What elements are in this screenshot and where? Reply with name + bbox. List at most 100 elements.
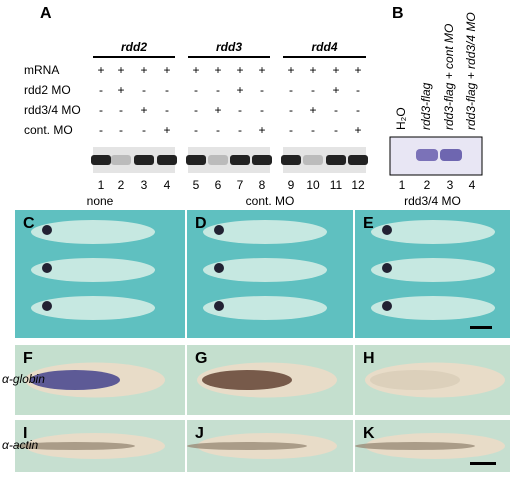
sign: - [289, 103, 293, 117]
embryo-stain [30, 370, 120, 390]
sample-label: rdd3-flag + cont MO [442, 24, 456, 130]
sign: + [309, 63, 316, 77]
sign: - [142, 123, 146, 137]
lane-number: 10 [306, 178, 320, 192]
sign: + [332, 63, 339, 77]
embryo [31, 220, 155, 244]
band [134, 155, 154, 165]
row-label: mRNA [24, 63, 59, 77]
sign: - [260, 83, 264, 97]
sample-label: rdd3-flag [419, 82, 433, 130]
sign: - [356, 103, 360, 117]
panel-letter: C [23, 215, 35, 232]
panel-letter: I [23, 425, 27, 442]
panel-letter: F [23, 350, 33, 367]
sign: - [99, 103, 103, 117]
sign: + [117, 83, 124, 97]
panel-letter: E [363, 215, 374, 232]
lane-number: 8 [259, 178, 266, 192]
sign: - [194, 123, 198, 137]
sign: + [236, 63, 243, 77]
sign: + [140, 103, 147, 117]
group-label: rdd2 [121, 40, 147, 54]
sign: - [194, 103, 198, 117]
row-label: α-actin [2, 438, 39, 452]
embryo [31, 258, 155, 282]
sign: + [117, 63, 124, 77]
embryo-stain [15, 442, 135, 450]
embryo [203, 220, 327, 244]
band [416, 149, 438, 161]
sign: + [287, 63, 294, 77]
embryo-eye [214, 301, 224, 311]
embryo-stain [187, 442, 307, 450]
panel-letter: G [195, 350, 207, 367]
sign: - [311, 123, 315, 137]
lane-number: 4 [469, 178, 476, 192]
band [186, 155, 206, 165]
sign: - [216, 83, 220, 97]
panel-label: A [40, 5, 52, 22]
embryo-stain [355, 442, 475, 450]
scale-bar [470, 326, 492, 329]
sign: - [119, 123, 123, 137]
sample-label: rdd3-flag + rdd3/4 MO [464, 12, 478, 130]
embryo-eye [42, 301, 52, 311]
sign: - [99, 83, 103, 97]
band [303, 155, 323, 165]
lane-number: 12 [351, 178, 365, 192]
embryo [203, 258, 327, 282]
lane-number: 1 [399, 178, 406, 192]
sign: - [311, 83, 315, 97]
sign: - [238, 123, 242, 137]
sign: + [236, 83, 243, 97]
lane-number: 1 [98, 178, 105, 192]
panel-label: B [392, 5, 404, 22]
embryo-eye [214, 225, 224, 235]
group-label: rdd4 [311, 40, 337, 54]
column-label: none [87, 194, 114, 208]
band [326, 155, 346, 165]
sign: - [142, 83, 146, 97]
lane-number: 11 [330, 178, 343, 192]
lane-number: 5 [193, 178, 200, 192]
sample-label: H₂O [394, 107, 408, 130]
sign: - [238, 103, 242, 117]
sign: - [289, 123, 293, 137]
band [91, 155, 111, 165]
embryo [371, 220, 495, 244]
sign: + [258, 123, 265, 137]
band [208, 155, 228, 165]
sign: + [97, 63, 104, 77]
embryo [371, 296, 495, 320]
lane-number: 3 [447, 178, 454, 192]
embryo [203, 296, 327, 320]
sign: + [214, 63, 221, 77]
sign: + [258, 63, 265, 77]
panel-letter: D [195, 215, 207, 232]
sign: + [192, 63, 199, 77]
band [230, 155, 250, 165]
panel-letter: K [363, 425, 375, 442]
sign: + [354, 63, 361, 77]
scale-bar [470, 462, 496, 465]
band [157, 155, 177, 165]
row-label: rdd2 MO [24, 83, 71, 97]
lane-number: 2 [424, 178, 431, 192]
embryo-eye [42, 263, 52, 273]
row-label: rdd3/4 MO [24, 103, 81, 117]
embryo-eye [214, 263, 224, 273]
lane-number: 9 [288, 178, 295, 192]
embryo-eye [382, 263, 392, 273]
sign: - [194, 83, 198, 97]
band [281, 155, 301, 165]
row-label: α-globin [2, 372, 45, 386]
panel-letter: J [195, 425, 204, 442]
sign: + [309, 103, 316, 117]
band [111, 155, 131, 165]
sign: + [214, 103, 221, 117]
band [348, 155, 368, 165]
lane-number: 7 [237, 178, 244, 192]
lane-number: 6 [215, 178, 222, 192]
